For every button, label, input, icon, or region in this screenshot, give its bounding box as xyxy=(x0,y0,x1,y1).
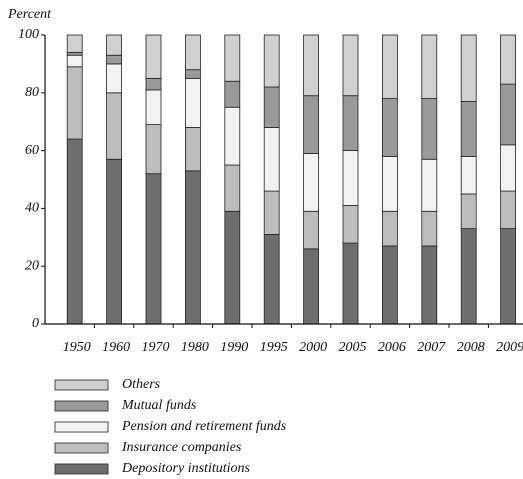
bar-segment xyxy=(500,83,517,146)
bar-segment xyxy=(421,210,438,247)
bar-segment xyxy=(224,106,241,166)
bar-segment xyxy=(500,228,517,325)
bar-segment xyxy=(66,54,83,68)
bar-segment xyxy=(381,245,398,325)
bar-segment xyxy=(66,34,83,53)
bar-segment xyxy=(184,127,201,172)
x-tick-label: 1970 xyxy=(142,340,170,355)
bar-segment xyxy=(66,51,83,56)
bar-segment xyxy=(224,164,241,212)
bar-segment xyxy=(342,150,359,206)
y-tick-label: 80 xyxy=(25,85,39,100)
x-tick-label: 2000 xyxy=(299,340,327,355)
bar-segment xyxy=(342,34,359,97)
bar-segment xyxy=(303,34,320,97)
bar-segment xyxy=(106,63,122,94)
legend-label: Mutual funds xyxy=(121,398,197,413)
bar-segment xyxy=(263,127,280,192)
legend-swatch xyxy=(54,442,109,454)
x-tick-label: 1995 xyxy=(260,340,288,355)
bar-segment xyxy=(303,153,320,212)
x-tick-label: 2005 xyxy=(339,340,367,355)
x-tick-label: 2009 xyxy=(496,340,523,355)
bar-segment xyxy=(381,155,398,212)
bar-segment xyxy=(342,205,359,244)
bar-segment xyxy=(303,248,320,325)
bar-segment xyxy=(106,54,122,65)
x-tick-label: 1960 xyxy=(102,340,130,355)
x-tick-label: 2007 xyxy=(417,340,446,355)
bar-segment xyxy=(263,34,280,88)
legend-swatch xyxy=(54,400,109,412)
bar-segment xyxy=(421,158,438,212)
bar-segment xyxy=(460,155,477,195)
bar-segment xyxy=(184,69,201,79)
bar-segment xyxy=(421,245,438,325)
bar-segment xyxy=(381,98,398,157)
bar-segment xyxy=(66,66,83,140)
bar-segment xyxy=(500,144,517,192)
legend-label: Depository institutions xyxy=(121,461,251,476)
bar-segment xyxy=(303,210,320,250)
bar-segment xyxy=(66,138,83,325)
bar-segment xyxy=(263,86,280,128)
x-tick-label: 1950 xyxy=(63,340,91,355)
bar-segment xyxy=(224,210,241,325)
bar-segment xyxy=(460,193,477,230)
y-tick-label: 40 xyxy=(25,201,39,216)
legend-label: Others xyxy=(122,377,161,392)
x-tick-label: 1990 xyxy=(220,340,248,355)
bar-segment xyxy=(303,95,320,154)
bar-segment xyxy=(500,190,517,230)
legend-swatch xyxy=(54,421,109,433)
x-tick-label: 2006 xyxy=(378,340,406,355)
bar-segment xyxy=(106,92,122,160)
bar-segment xyxy=(421,34,438,99)
bar-segment xyxy=(342,95,359,152)
bar-segment xyxy=(381,210,398,247)
y-tick-label: 0 xyxy=(32,316,39,331)
bar-segment xyxy=(145,77,162,91)
bar-segment xyxy=(460,228,477,325)
bar-segment xyxy=(184,34,201,71)
legend-label: Insurance companies xyxy=(121,440,242,455)
bar-segment xyxy=(460,101,477,157)
bar-segment xyxy=(460,34,477,102)
y-axis-label: Percent xyxy=(7,7,52,22)
bar-segment xyxy=(184,170,201,325)
legend-swatch xyxy=(54,379,109,391)
bar-segment xyxy=(145,173,162,325)
bar-segment xyxy=(500,34,517,85)
bar-segment xyxy=(145,89,162,125)
legend-swatch xyxy=(54,463,109,475)
bar-segment xyxy=(106,34,122,56)
bar-segment xyxy=(145,34,162,79)
legend-label: Pension and retirement funds xyxy=(121,419,287,434)
y-tick-label: 60 xyxy=(25,143,39,158)
bar-segment xyxy=(263,190,280,235)
bar-segment xyxy=(145,124,162,175)
bar-segment xyxy=(381,34,398,99)
bar-segment xyxy=(106,158,122,325)
bar-segment xyxy=(184,77,201,128)
bar-segment xyxy=(224,80,241,108)
bar-segment xyxy=(263,234,280,325)
bar-segment xyxy=(224,34,241,82)
y-tick-label: 100 xyxy=(18,27,39,42)
x-tick-label: 2008 xyxy=(457,340,485,355)
x-tick-label: 1980 xyxy=(181,340,209,355)
y-tick-label: 20 xyxy=(25,258,39,273)
bar-segment xyxy=(342,242,359,325)
bar-segment xyxy=(421,98,438,160)
